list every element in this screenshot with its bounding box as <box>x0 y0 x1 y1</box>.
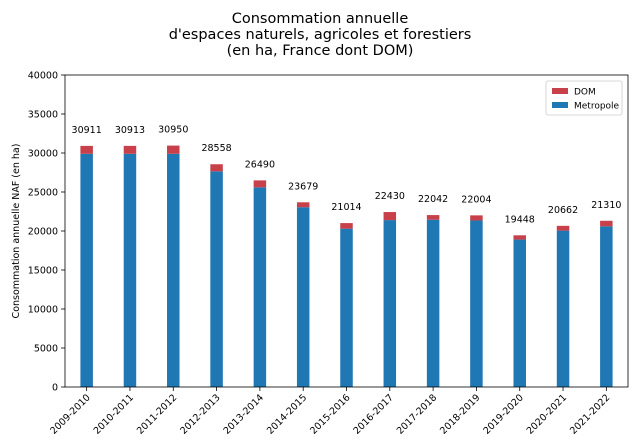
total-label: 23679 <box>288 181 318 192</box>
x-tick-label: 2010-2011 <box>92 392 136 436</box>
total-label: 21014 <box>331 202 361 213</box>
total-label: 26490 <box>245 159 275 170</box>
chart-title-line-2: d'espaces naturels, agricoles et foresti… <box>168 27 472 43</box>
x-tick-label: 2019-2020 <box>481 392 525 436</box>
chart-title-line-1: Consommation annuelle <box>231 11 409 27</box>
legend-label-metropole: Metropole <box>574 102 620 112</box>
total-label: 22430 <box>375 191 405 202</box>
bar-metropole-2016-2017 <box>383 220 397 387</box>
x-tick-label: 2012-2013 <box>178 392 222 436</box>
bar-dom-2013-2014 <box>253 180 267 188</box>
bar-dom-2018-2019 <box>470 215 483 221</box>
bar-dom-2012-2013 <box>210 164 223 172</box>
bar-dom-2017-2018 <box>426 215 440 220</box>
bar-metropole-2017-2018 <box>426 219 440 387</box>
y-tick-label: 15000 <box>28 266 58 277</box>
y-axis: 0 5000 10000 15000 20000 25000 30000 35000 40000 <box>28 71 65 394</box>
bar-dom-2020-2021 <box>556 225 570 231</box>
legend-swatch-dom <box>552 88 568 94</box>
bar-dom-2019-2020 <box>513 235 526 240</box>
legend: DOM Metropole <box>545 80 623 116</box>
bar-dom-2011-2012 <box>167 145 180 154</box>
y-tick-label: 30000 <box>28 149 58 160</box>
bar-metropole-2009-2010 <box>80 153 93 387</box>
y-tick-label: 20000 <box>28 227 58 238</box>
y-axis-label: Consommation annuelle NAF (en ha) <box>11 144 22 319</box>
total-label: 20662 <box>548 205 578 216</box>
x-tick-label: 2013-2014 <box>222 392 266 436</box>
bar-dom-2016-2017 <box>383 212 397 221</box>
plot-frame <box>64 74 629 388</box>
total-labels-group: 30911 30913 30950 28558 26490 23679 21014 22430… <box>72 125 622 226</box>
total-label: 22004 <box>461 194 491 205</box>
chart-title-line-3: (en ha, France dont DOM) <box>226 43 414 59</box>
x-axis: 2009-20102010-20112011-20122012-20132013… <box>48 387 612 437</box>
total-label: 21310 <box>591 200 621 211</box>
total-label: 22042 <box>418 194 448 205</box>
bar-metropole-2014-2015 <box>296 207 310 387</box>
bar-metropole-2012-2013 <box>210 171 223 387</box>
x-tick-label: 2020-2021 <box>525 392 569 436</box>
y-tick-label: 0 <box>52 383 58 394</box>
x-tick-label: 2016-2017 <box>352 392 396 436</box>
x-tick-label: 2017-2018 <box>395 392 439 436</box>
bar-metropole-2011-2012 <box>167 153 180 387</box>
x-tick-label: 2015-2016 <box>308 392 352 436</box>
bar-dom-2015-2016 <box>340 223 353 229</box>
total-label: 30913 <box>115 125 145 136</box>
bar-dom-2010-2011 <box>123 145 137 154</box>
x-tick-label: 2009-2010 <box>48 392 92 436</box>
bar-metropole-2010-2011 <box>123 153 137 387</box>
bar-dom-2021-2022 <box>600 220 613 227</box>
legend-swatch-metropole <box>552 102 568 108</box>
legend-label-dom: DOM <box>574 88 596 98</box>
bar-dom-2009-2010 <box>80 145 93 154</box>
total-label: 30911 <box>72 125 102 136</box>
bar-metropole-2019-2020 <box>513 239 526 387</box>
total-label: 30950 <box>158 125 188 136</box>
x-tick-label: 2011-2012 <box>135 392 179 436</box>
y-tick-label: 5000 <box>34 344 58 355</box>
bars-group <box>80 145 613 387</box>
bar-metropole-2013-2014 <box>253 187 267 387</box>
y-tick-label: 40000 <box>28 71 58 82</box>
x-tick-label: 2018-2019 <box>438 392 482 436</box>
y-tick-label: 25000 <box>28 188 58 199</box>
x-tick-label: 2014-2015 <box>265 392 309 436</box>
bar-dom-2014-2015 <box>296 202 310 208</box>
x-tick-label: 2021-2022 <box>568 392 612 436</box>
y-tick-label: 35000 <box>28 110 58 121</box>
total-label: 19448 <box>505 214 535 225</box>
total-label: 28558 <box>201 143 231 154</box>
bar-metropole-2020-2021 <box>556 230 570 387</box>
bar-metropole-2021-2022 <box>600 226 613 387</box>
bar-metropole-2015-2016 <box>340 228 353 387</box>
bar-metropole-2018-2019 <box>470 220 483 387</box>
y-tick-label: 10000 <box>28 305 58 316</box>
